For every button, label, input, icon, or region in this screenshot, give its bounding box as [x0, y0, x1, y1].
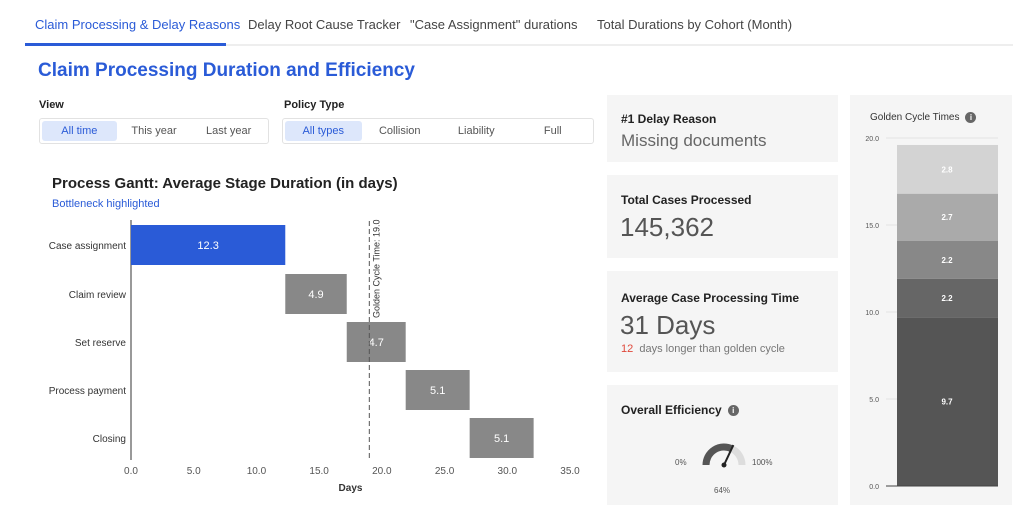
x-tick-label: 5.0 — [187, 466, 201, 477]
gantt-bar — [346, 322, 406, 362]
y-tick-label: 15.0 — [865, 223, 879, 230]
category-label: Set reserve — [75, 338, 127, 349]
tab-claim-processing[interactable]: Claim Processing & Delay Reasons — [35, 17, 241, 32]
stack-segment — [897, 144, 998, 194]
gantt-bar — [131, 225, 286, 265]
card-title: Average Case Processing Time — [621, 291, 800, 305]
gauge-max-label: 100% — [752, 458, 773, 467]
golden-cycle-line-label: Golden Cycle Time: 19.0 — [371, 219, 381, 318]
bar-value-label: 5.1 — [494, 433, 509, 445]
policy-all-types[interactable]: All types — [285, 121, 362, 141]
tab-delay-root-cause[interactable]: Delay Root Cause Tracker — [248, 17, 401, 32]
card-delay-reason: #1 Delay Reason Missing documents — [607, 95, 838, 162]
gauge-filled-arc — [702, 443, 734, 466]
card-avg-time: Average Case Processing Time 31 Days 12 … — [607, 271, 838, 372]
y-tick-label: 5.0 — [869, 397, 879, 404]
gauge-hub — [721, 462, 727, 468]
category-label: Closing — [93, 434, 126, 445]
efficiency-gauge — [702, 443, 746, 468]
category-label: Case assignment — [49, 241, 126, 252]
stack-segment — [897, 317, 998, 486]
x-tick-label: 0.0 — [124, 466, 138, 477]
card-total-cases: Total Cases Processed 145,362 — [607, 175, 838, 258]
gauge-min-label: 0% — [675, 458, 687, 467]
x-tick-label: 25.0 — [435, 466, 455, 477]
bar-value-label: 12.3 — [197, 240, 218, 252]
y-tick-label: 20.0 — [865, 136, 879, 143]
active-tab-indicator — [25, 43, 226, 46]
delay-reason-value: Missing documents — [621, 131, 767, 150]
card-title-row: Overall Efficiency i — [621, 403, 739, 417]
x-tick-label: 20.0 — [372, 466, 392, 477]
x-axis-title: Days — [339, 483, 363, 494]
segment-value-label: 2.7 — [941, 213, 953, 222]
category-label: Process payment — [49, 386, 126, 397]
policy-type-label: Policy Type — [284, 99, 345, 111]
delta-value: 12 — [621, 343, 634, 355]
gantt-subtitle: Bottleneck highlighted — [52, 198, 160, 210]
segment-value-label: 2.2 — [941, 294, 953, 303]
gantt-bar — [469, 418, 534, 458]
policy-liability[interactable]: Liability — [457, 125, 495, 137]
stack-segment — [897, 193, 998, 241]
card-efficiency: Overall Efficiency i 0% 100% 64% — [607, 385, 838, 505]
total-cases-value: 145,362 — [620, 212, 714, 242]
card-title: Total Cases Processed — [621, 193, 752, 207]
gantt-bar — [405, 370, 470, 410]
bar-value-label: 5.1 — [430, 385, 445, 397]
stack-segment — [897, 240, 998, 279]
policy-collision[interactable]: Collision — [378, 125, 421, 137]
y-tick-label: 0.0 — [869, 484, 879, 491]
tab-total-durations[interactable]: Total Durations by Cohort (Month) — [597, 17, 793, 32]
x-tick-label: 35.0 — [560, 466, 580, 477]
tab-case-assignment[interactable]: "Case Assignment" durations — [410, 17, 578, 32]
gantt-title: Process Gantt: Average Stage Duration (i… — [52, 175, 398, 192]
tab-bar: Claim Processing & Delay Reasons Delay R… — [25, 0, 1013, 46]
view-label: View — [39, 99, 64, 111]
gantt-bar — [285, 274, 347, 314]
segment-value-label: 9.7 — [941, 398, 953, 407]
stack-segment — [897, 278, 998, 318]
card-title: Overall Efficiency — [621, 403, 722, 417]
golden-cycle-title: Golden Cycle Times — [870, 112, 960, 124]
x-tick-label: 10.0 — [247, 466, 267, 477]
x-tick-label: 30.0 — [498, 466, 518, 477]
y-tick-label: 10.0 — [865, 310, 879, 317]
delta-text: days longer than golden cycle — [639, 343, 785, 355]
gantt-chart: Case assignment 12.3 Claim review 4.9 Set re… — [49, 219, 580, 494]
x-tick-label: 15.0 — [309, 466, 329, 477]
view-last-year[interactable]: Last year — [206, 125, 252, 137]
policy-type-selector: All types Collision Liability Full — [282, 118, 594, 144]
category-label: Claim review — [69, 290, 127, 301]
golden-cycle-chart: 0.0 5.0 10.0 15.0 20.0 9.7 2.2 2.2 2.7 2.8 — [865, 136, 998, 491]
page-title: Claim Processing Duration and Efficiency — [38, 60, 415, 81]
bar-value-label: 4.7 — [369, 337, 384, 349]
view-this-year[interactable]: This year — [131, 125, 177, 137]
gauge-remaining-arc — [729, 445, 746, 466]
view-selector: All time This year Last year — [39, 118, 269, 144]
bar-value-label: 4.9 — [308, 289, 323, 301]
card-title: #1 Delay Reason — [621, 112, 717, 126]
info-icon[interactable]: i — [965, 112, 977, 123]
gauge-value-label: 64% — [714, 486, 731, 495]
info-icon[interactable]: i — [727, 405, 739, 417]
gauge-needle — [723, 444, 735, 466]
avg-time-value: 31 Days — [620, 310, 716, 340]
view-all-time[interactable]: All time — [42, 121, 117, 141]
segment-value-label: 2.8 — [941, 165, 953, 174]
segment-value-label: 2.2 — [941, 256, 953, 265]
policy-full[interactable]: Full — [543, 125, 562, 137]
